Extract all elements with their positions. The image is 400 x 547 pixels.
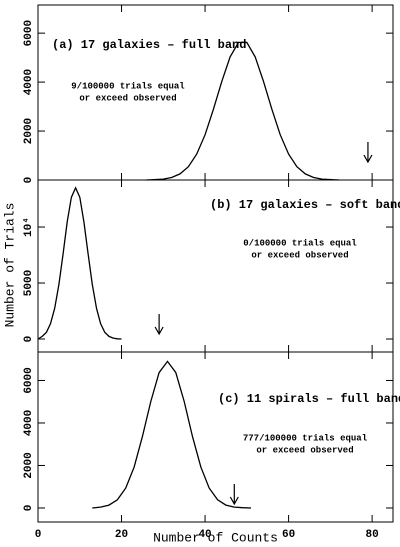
x-tick-label: 80	[366, 529, 379, 541]
curve	[146, 41, 339, 181]
y-tick-label: 6000	[23, 20, 35, 46]
annotation: 777/100000 trials equal	[243, 433, 368, 443]
panel-title: (a) 17 galaxies – full band	[52, 38, 246, 52]
annotation: 0/100000 trials equal	[243, 238, 357, 248]
y-tick-label: 5000	[23, 270, 35, 296]
panel-title: (b) 17 galaxies – soft band	[210, 198, 400, 212]
y-tick-label: 0	[23, 336, 35, 343]
curve	[92, 360, 252, 509]
x-tick-label: 20	[115, 529, 128, 541]
y-tick-label: 6000	[23, 367, 35, 393]
panel-frame	[37, 351, 394, 523]
annotation: or exceed observed	[256, 445, 353, 455]
annotation: or exceed observed	[251, 250, 348, 260]
curve	[37, 186, 122, 340]
annotation: 9/100000 trials equal	[71, 81, 185, 91]
x-axis-label: Number of Counts	[153, 530, 278, 545]
x-tick-label: 0	[35, 529, 42, 541]
y-tick-label: 4000	[23, 69, 35, 95]
y-tick-label: 0	[23, 505, 35, 512]
y-tick-label: 10⁴	[23, 217, 35, 237]
y-axis-label: Number of Trials	[2, 203, 17, 328]
y-tick-label: 2000	[23, 118, 35, 144]
annotation: or exceed observed	[79, 93, 176, 103]
panel-title: (c) 11 spirals – full band	[218, 392, 400, 406]
y-tick-label: 0	[23, 177, 35, 184]
y-tick-label: 4000	[23, 410, 35, 436]
observed-arrow	[154, 314, 164, 336]
x-tick-label: 40	[198, 529, 211, 541]
x-tick-label: 60	[282, 529, 295, 541]
observed-arrow	[229, 484, 239, 506]
observed-arrow	[363, 142, 373, 164]
y-tick-label: 2000	[23, 452, 35, 478]
